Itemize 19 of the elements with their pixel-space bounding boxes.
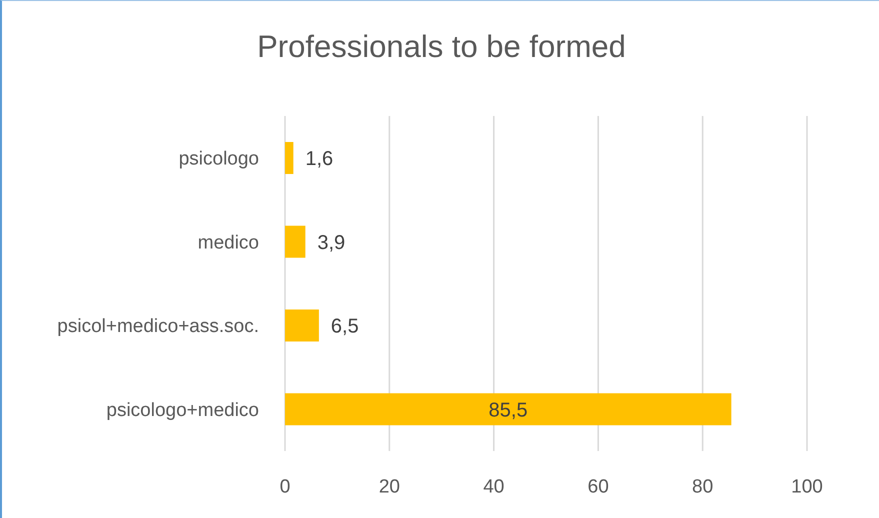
data-label: 3,9 (317, 232, 346, 254)
y-tick-label: medico (198, 232, 259, 254)
x-tick-label: 60 (588, 476, 609, 498)
data-label: 85,5 (488, 399, 528, 422)
bar (285, 226, 306, 258)
y-tick-label: psicologo+medico (106, 400, 259, 421)
y-tick-label: psicol+medico+ass.soc. (57, 316, 259, 338)
bar (285, 310, 319, 342)
y-tick-label: psicologo (178, 148, 259, 170)
bar (285, 393, 732, 426)
x-tick-label: 20 (378, 476, 400, 498)
chart-title: Professionals to be formed (256, 29, 627, 65)
x-tick-label: 80 (692, 476, 714, 498)
data-label: 1,6 (305, 148, 334, 170)
bar (285, 142, 294, 174)
x-tick-label: 100 (791, 476, 823, 498)
x-tick-label: 0 (280, 476, 290, 498)
data-label: 6,5 (330, 316, 359, 338)
x-tick-label: 40 (483, 476, 504, 498)
